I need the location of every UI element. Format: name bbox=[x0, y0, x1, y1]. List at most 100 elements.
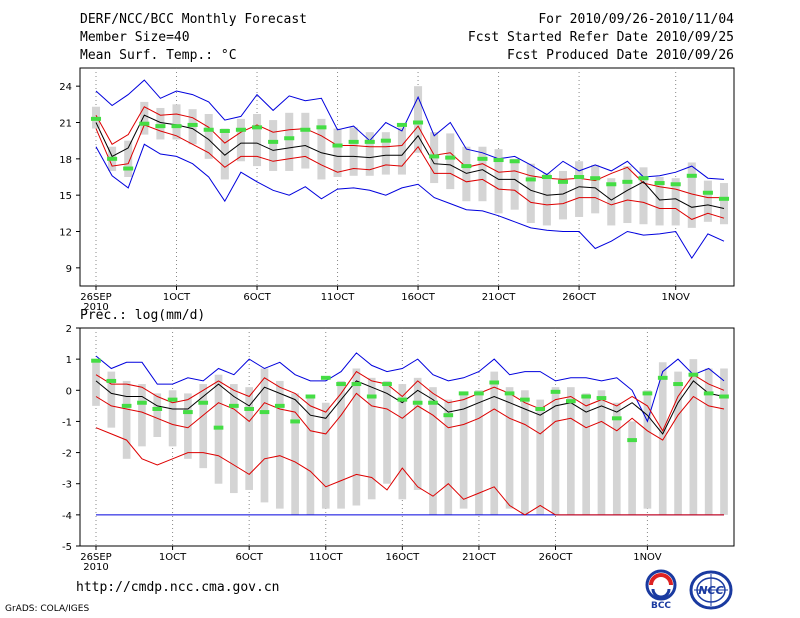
temp-spread-box bbox=[236, 118, 245, 162]
temp-x-tick-label: 26OCT bbox=[562, 292, 597, 303]
temp-spread-box bbox=[140, 101, 149, 135]
temp-y-tick-label: 9 bbox=[66, 264, 72, 275]
temp-median-marker bbox=[654, 181, 665, 186]
precip-spread-box bbox=[122, 380, 131, 459]
footer-url[interactable]: http://cmdp.ncc.cma.gov.cn bbox=[76, 580, 280, 595]
precip-x-tick-label: 16OCT bbox=[385, 552, 420, 563]
member-size: Member Size=40 bbox=[80, 30, 190, 45]
temp-median-marker bbox=[107, 156, 118, 161]
precip-median-marker bbox=[91, 358, 101, 363]
precip-median-marker bbox=[581, 394, 591, 399]
precip-median-marker bbox=[198, 400, 209, 405]
precip-median-marker bbox=[382, 382, 392, 387]
temp-median-marker bbox=[268, 139, 279, 144]
temp-spread-box bbox=[381, 132, 390, 175]
precip-median-marker bbox=[703, 391, 714, 396]
precip-spread-box bbox=[567, 387, 575, 515]
temp-spread-box bbox=[719, 183, 729, 225]
temp-spread-box bbox=[414, 86, 423, 153]
temp-spread-box bbox=[317, 118, 326, 180]
temp-spread-box bbox=[639, 167, 648, 225]
variable-label: Mean Surf. Temp.: °C bbox=[80, 48, 237, 63]
temp-median-marker bbox=[557, 179, 568, 184]
temp-median-marker bbox=[638, 176, 649, 181]
precip-median-marker bbox=[428, 400, 438, 405]
temp-spread-box bbox=[269, 120, 278, 171]
temp-spread-box bbox=[703, 180, 712, 222]
temp-median-marker bbox=[348, 139, 359, 144]
temp-median-marker bbox=[541, 175, 552, 179]
precip-x-tick-label: 26OCT bbox=[539, 552, 574, 563]
precip-median-marker bbox=[673, 382, 683, 387]
precip-median-marker bbox=[351, 382, 362, 387]
precip-series-max bbox=[95, 352, 725, 423]
temp-x-tick-label: 11OCT bbox=[321, 292, 356, 303]
precip-median-marker bbox=[229, 403, 239, 408]
temp-y-tick-label: 15 bbox=[59, 191, 72, 202]
temp-spread-box bbox=[542, 173, 551, 226]
forecast-start-date: Fcst Started Refer Date 2010/09/25 bbox=[467, 30, 734, 45]
forecast-produced-date: Fcst Produced Date 2010/09/26 bbox=[507, 48, 734, 63]
precip-median-marker bbox=[121, 403, 132, 408]
precip-median-marker bbox=[137, 400, 147, 405]
precip-x-tick-label: 1OCT bbox=[159, 552, 187, 563]
precip-spread-box bbox=[230, 384, 238, 494]
precip-spread-box bbox=[275, 380, 284, 509]
precip-median-marker bbox=[259, 410, 270, 415]
precip-spread-box bbox=[413, 377, 422, 490]
precip-spread-box bbox=[138, 384, 146, 447]
precip-median-marker bbox=[566, 399, 576, 404]
temp-x-tick-label: 16OCT bbox=[401, 292, 436, 303]
precip-y-tick-label: -1 bbox=[62, 417, 72, 428]
precip-spread-box bbox=[245, 387, 253, 490]
precip-median-marker bbox=[244, 406, 254, 411]
precip-median-marker bbox=[274, 403, 285, 408]
precip-spread-box bbox=[337, 380, 345, 509]
precip-x-tick-label: 21OCT bbox=[462, 552, 497, 563]
precip-spread-box bbox=[352, 368, 361, 506]
temp-spread-box bbox=[671, 178, 680, 226]
temp-median-marker bbox=[429, 154, 440, 159]
precip-median-marker bbox=[106, 378, 117, 383]
temp-spread-box bbox=[204, 114, 213, 159]
temp-y-tick-label: 12 bbox=[59, 228, 72, 239]
temp-plot-frame bbox=[79, 67, 735, 287]
temp-x-tick-label: 26SEP bbox=[80, 292, 111, 303]
temp-series-upper bbox=[95, 106, 724, 199]
temp-spread-box bbox=[301, 112, 310, 169]
temp-series-min bbox=[95, 143, 725, 260]
precip-median-marker bbox=[443, 413, 454, 418]
temp-spread-box bbox=[156, 107, 165, 140]
temp-median-marker bbox=[139, 121, 150, 126]
temp-median-marker bbox=[90, 116, 102, 121]
precip-spread-box bbox=[429, 387, 437, 515]
precip-y-tick-label: -5 bbox=[62, 542, 72, 553]
precip-spread-box bbox=[184, 393, 192, 459]
temp-spread-box bbox=[365, 132, 374, 176]
temp-median-marker bbox=[396, 122, 407, 127]
precip-y-tick-label: 0 bbox=[66, 386, 72, 397]
precip-median-marker bbox=[474, 391, 484, 396]
temp-spread-box bbox=[172, 104, 181, 140]
temp-series-mean bbox=[95, 114, 725, 209]
temp-series-lower bbox=[95, 124, 725, 220]
precip-spread-box bbox=[674, 371, 682, 515]
temp-median-marker bbox=[380, 138, 391, 143]
precip-spread-box bbox=[459, 393, 468, 509]
temp-spread-box bbox=[623, 166, 632, 224]
temp-median-marker bbox=[477, 156, 488, 161]
precip-spread-box bbox=[367, 377, 376, 500]
temp-spread-box bbox=[446, 133, 455, 190]
temp-x-tick-label: 1OCT bbox=[163, 292, 191, 303]
precip-median-marker bbox=[550, 389, 561, 394]
temp-series-max bbox=[95, 79, 725, 180]
temp-y-tick-label: 21 bbox=[59, 119, 72, 130]
temp-spread-box bbox=[333, 128, 342, 177]
precip-median-marker bbox=[657, 375, 668, 380]
temp-spread-box bbox=[124, 140, 133, 177]
precip-median-marker bbox=[642, 391, 653, 396]
temp-median-marker bbox=[300, 127, 311, 132]
temp-spread-box bbox=[591, 164, 600, 214]
temp-median-marker bbox=[702, 190, 713, 195]
precip-y-tick-label: -2 bbox=[62, 449, 72, 460]
